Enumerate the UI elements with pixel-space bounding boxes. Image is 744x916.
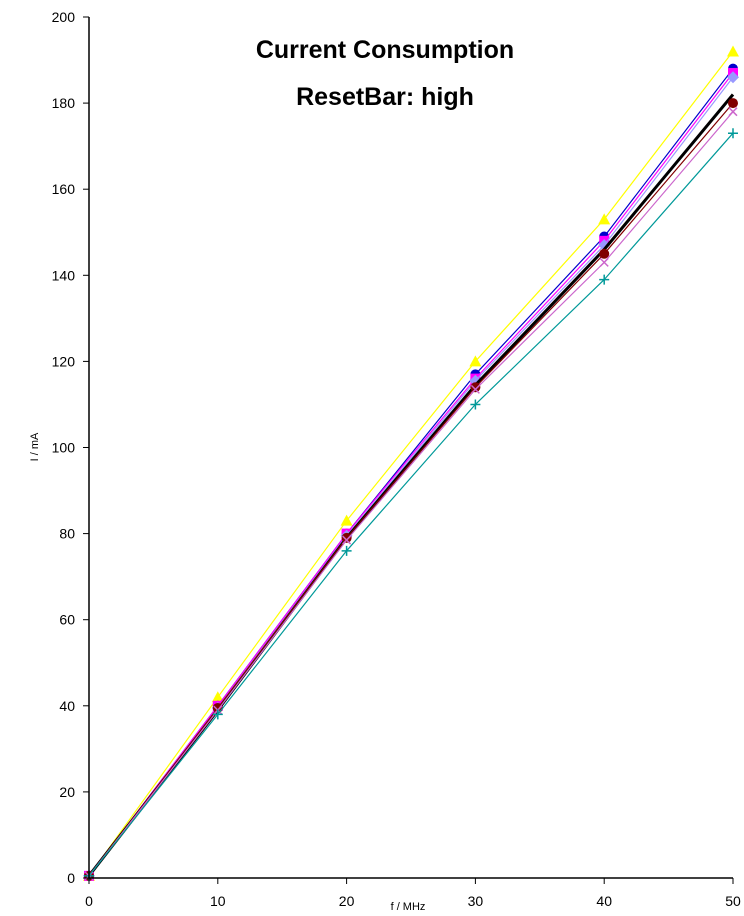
data-point [341,545,352,556]
data-point [341,532,352,543]
series-line [88,76,734,877]
chart-title: Current Consumption [256,36,514,64]
y-tick-label: 100 [52,440,76,456]
data-point [599,257,609,267]
data-point [727,71,739,84]
data-point [340,514,353,526]
x-tick-label: 50 [725,893,741,909]
ticks: 0 10 20 30 40 50 0 20 40 60 80 100 120 140 160 180 200 [52,9,741,909]
y-tick-label: 80 [59,526,75,542]
data-point [727,45,739,57]
series-6 [84,107,738,881]
series-line [88,72,734,877]
y-tick-label: 0 [67,870,75,886]
x-tick-label: 30 [468,893,484,909]
data-point [470,382,481,393]
x-tick-label: 0 [85,893,93,909]
series-4 [87,93,735,877]
y-tick-label: 60 [59,612,75,628]
data-point [470,399,481,410]
x-tick-label: 10 [210,893,226,909]
series-7 [84,128,738,881]
y-tick-label: 120 [52,353,76,369]
data-point [728,107,738,117]
y-tick-label: 20 [59,784,75,800]
series-line [88,51,734,877]
data-point [342,535,352,545]
x-axis-title: f / MHz [391,901,426,913]
data-point [728,128,738,139]
series-line [87,93,735,877]
y-tick-label: 140 [52,267,76,283]
series-layer [83,45,739,882]
y-tick-label: 40 [59,698,75,714]
data-point [211,691,224,703]
data-point [470,384,480,394]
data-point [599,248,610,259]
data-point [728,98,738,109]
y-tick-label: 200 [52,9,76,25]
series-line [88,111,734,877]
data-point [212,709,223,720]
data-point [599,274,610,285]
series-line [88,132,734,877]
x-tick-label: 40 [596,893,612,909]
data-point [598,213,611,225]
series-5 [84,98,738,881]
series-line [88,102,734,877]
data-point [469,355,482,367]
chart-subtitle: ResetBar: high [296,83,474,111]
y-tick-label: 180 [52,95,76,111]
y-axis-title: I / mA [29,432,41,461]
x-tick-label: 20 [339,893,355,909]
y-tick-label: 160 [52,181,76,197]
